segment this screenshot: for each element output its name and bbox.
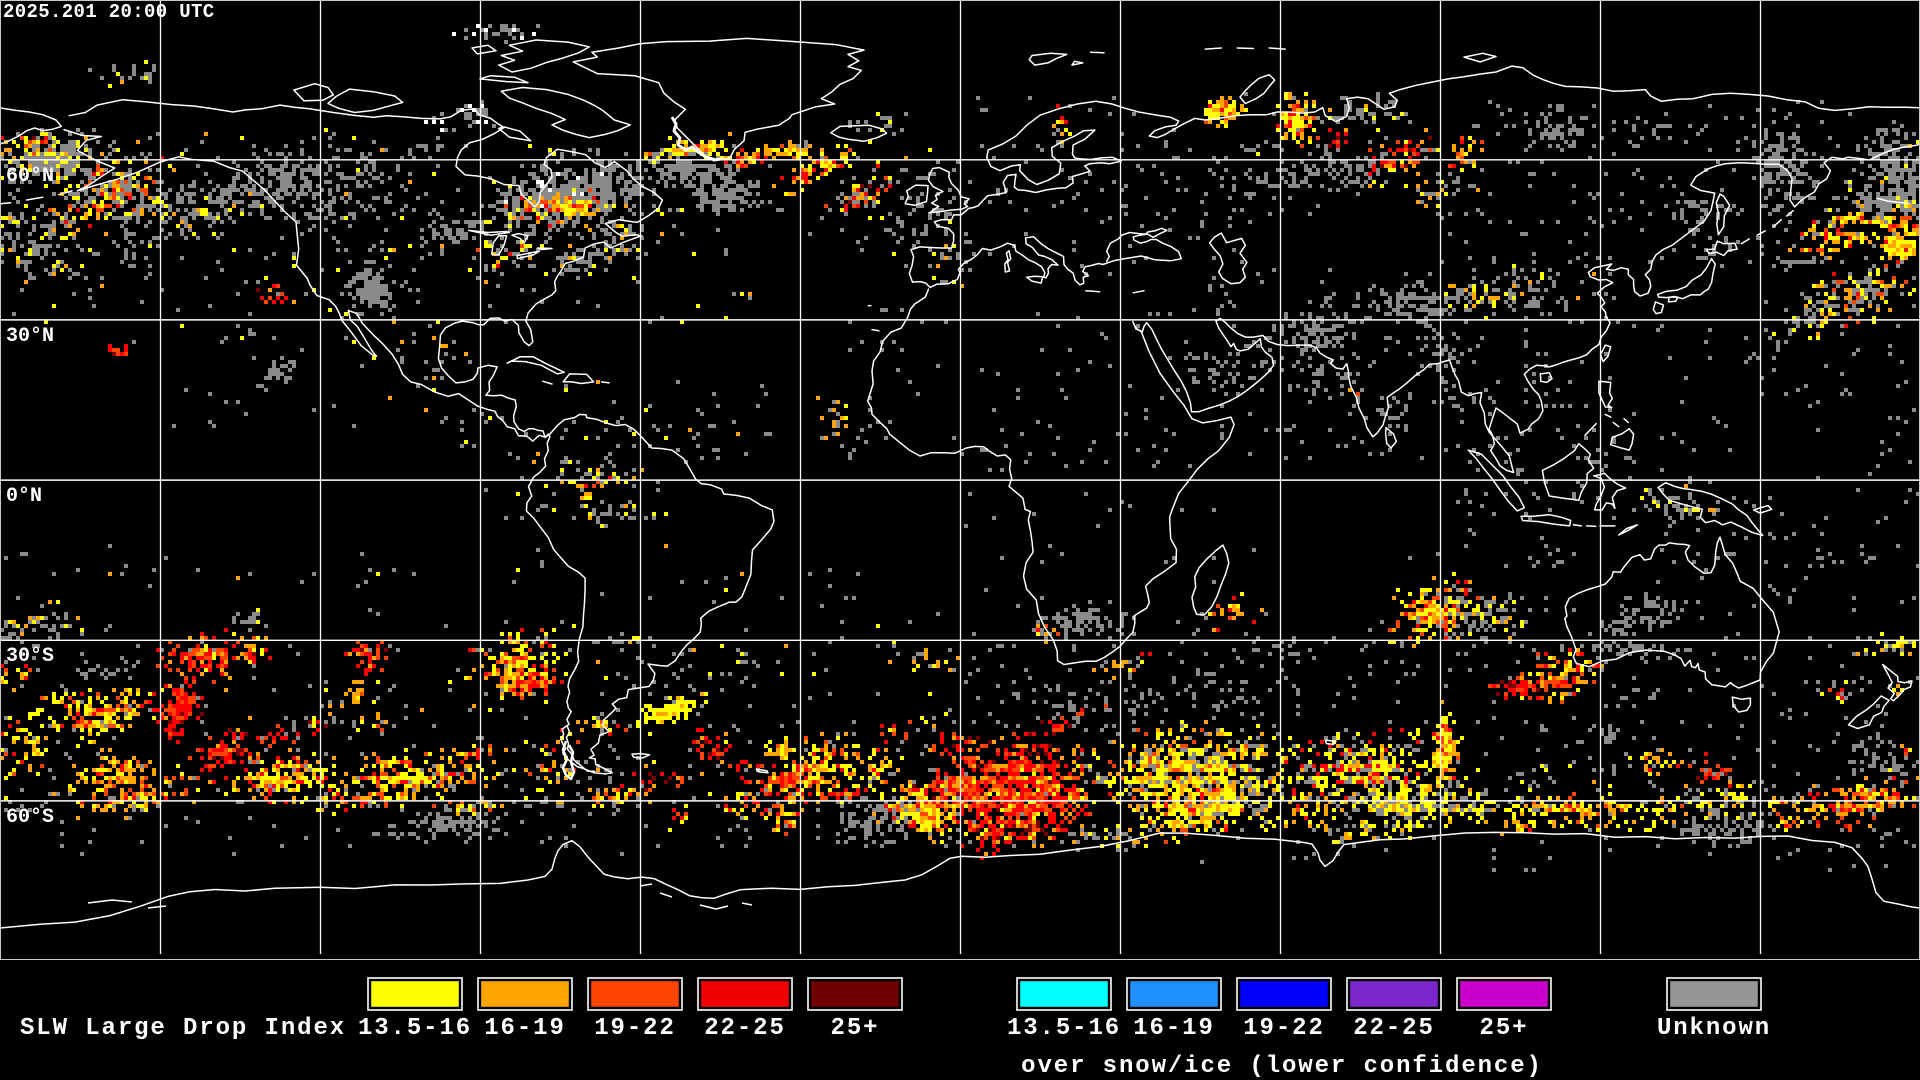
svg-text:25+: 25+ <box>831 1015 880 1042</box>
svg-text:0°N: 0°N <box>6 485 42 508</box>
svg-text:60°N: 60°N <box>6 165 54 188</box>
svg-text:60°S: 60°S <box>6 806 54 829</box>
svg-text:19-22: 19-22 <box>594 1015 676 1042</box>
svg-text:22-25: 22-25 <box>1353 1015 1435 1042</box>
svg-text:16-19: 16-19 <box>1133 1015 1215 1042</box>
svg-text:22-25: 22-25 <box>704 1015 786 1042</box>
svg-text:2025.201 20:00 UTC: 2025.201 20:00 UTC <box>3 1 215 23</box>
svg-text:30°S: 30°S <box>6 645 54 668</box>
svg-text:13.5-16: 13.5-16 <box>358 1015 472 1042</box>
svg-text:Unknown: Unknown <box>1657 1015 1771 1042</box>
svg-text:SLW Large Drop Index: SLW Large Drop Index <box>20 1015 346 1042</box>
svg-text:13.5-16: 13.5-16 <box>1007 1015 1121 1042</box>
svg-text:16-19: 16-19 <box>484 1015 566 1042</box>
svg-text:25+: 25+ <box>1480 1015 1529 1042</box>
svg-text:30°N: 30°N <box>6 325 54 348</box>
svg-text:over snow/ice (lower confidenc: over snow/ice (lower confidence) <box>1021 1053 1543 1080</box>
svg-text:19-22: 19-22 <box>1243 1015 1325 1042</box>
